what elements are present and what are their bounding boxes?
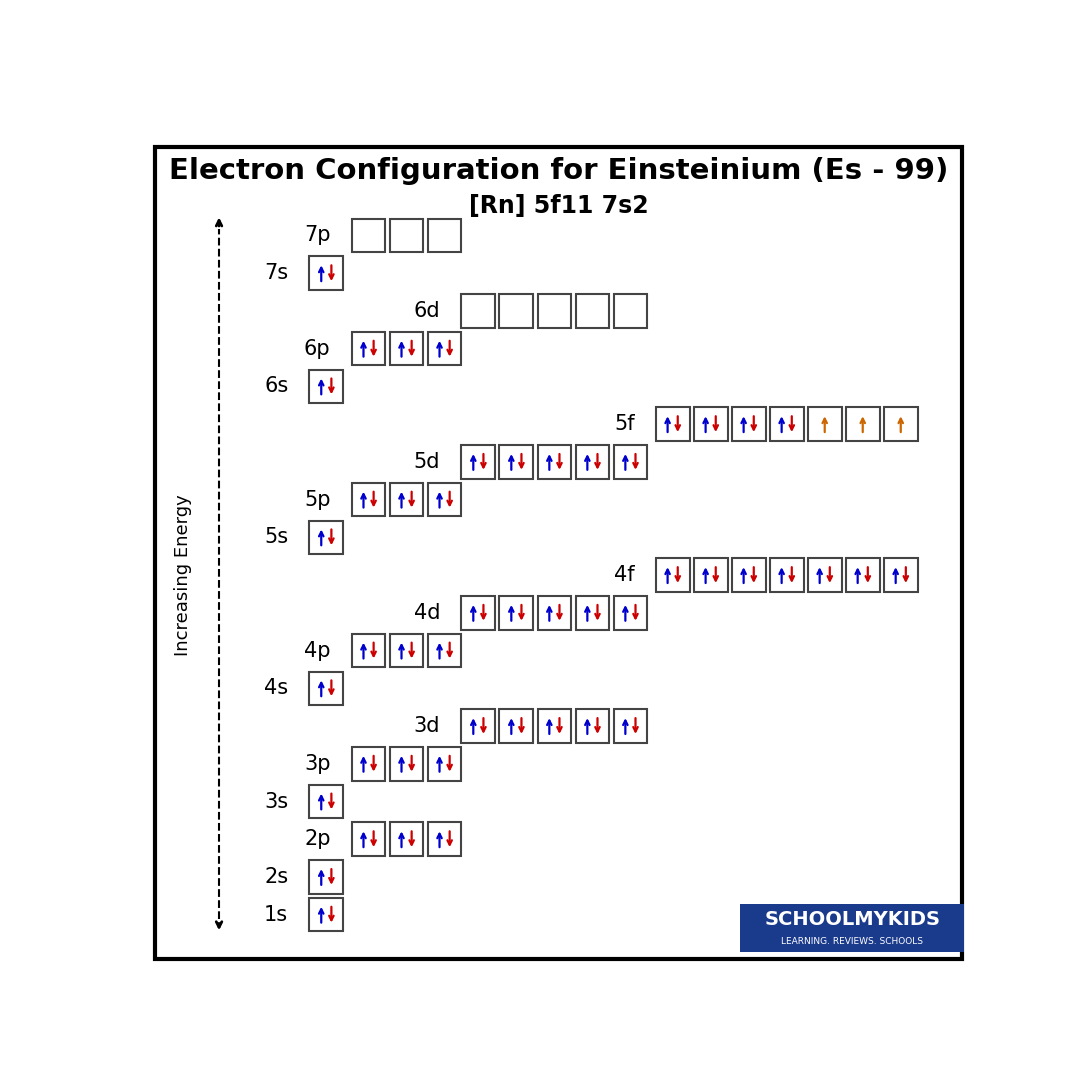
FancyBboxPatch shape (352, 822, 386, 856)
FancyBboxPatch shape (576, 294, 609, 328)
Text: 1s: 1s (264, 905, 288, 925)
FancyBboxPatch shape (731, 559, 765, 592)
FancyBboxPatch shape (427, 634, 461, 668)
FancyBboxPatch shape (731, 407, 765, 441)
FancyBboxPatch shape (537, 445, 571, 479)
FancyBboxPatch shape (310, 256, 343, 290)
FancyBboxPatch shape (884, 559, 918, 592)
Text: 4f: 4f (614, 565, 634, 585)
Text: 4p: 4p (304, 640, 330, 661)
FancyBboxPatch shape (310, 369, 343, 403)
FancyBboxPatch shape (537, 596, 571, 629)
Text: 4s: 4s (264, 678, 288, 698)
FancyBboxPatch shape (427, 822, 461, 856)
FancyBboxPatch shape (390, 332, 423, 366)
Text: Increasing Energy: Increasing Energy (173, 494, 192, 656)
FancyBboxPatch shape (310, 785, 343, 818)
FancyBboxPatch shape (694, 407, 728, 441)
FancyBboxPatch shape (390, 747, 423, 781)
Text: 6d: 6d (414, 301, 440, 321)
FancyBboxPatch shape (656, 559, 690, 592)
FancyBboxPatch shape (427, 747, 461, 781)
FancyBboxPatch shape (310, 860, 343, 894)
FancyBboxPatch shape (427, 332, 461, 366)
Text: 4d: 4d (414, 603, 440, 623)
FancyBboxPatch shape (352, 332, 386, 366)
FancyBboxPatch shape (576, 445, 609, 479)
FancyBboxPatch shape (537, 294, 571, 328)
Text: LEARNING. REVIEWS. SCHOOLS: LEARNING. REVIEWS. SCHOOLS (782, 938, 923, 946)
Text: 5p: 5p (304, 490, 330, 510)
FancyBboxPatch shape (614, 709, 647, 743)
Text: 2p: 2p (304, 829, 330, 849)
FancyBboxPatch shape (499, 709, 533, 743)
FancyBboxPatch shape (576, 709, 609, 743)
FancyBboxPatch shape (770, 407, 803, 441)
FancyBboxPatch shape (537, 709, 571, 743)
FancyBboxPatch shape (770, 559, 803, 592)
Text: 3d: 3d (414, 717, 440, 736)
Text: 7p: 7p (304, 225, 330, 245)
FancyBboxPatch shape (614, 596, 647, 629)
FancyBboxPatch shape (461, 596, 495, 629)
FancyBboxPatch shape (352, 634, 386, 668)
FancyBboxPatch shape (310, 672, 343, 705)
Text: Electron Configuration for Einsteinium (Es - 99): Electron Configuration for Einsteinium (… (169, 157, 948, 185)
Text: 7s: 7s (264, 264, 288, 283)
FancyBboxPatch shape (499, 445, 533, 479)
FancyBboxPatch shape (310, 521, 343, 554)
Text: SCHOOLMYKIDS: SCHOOLMYKIDS (764, 910, 941, 929)
FancyBboxPatch shape (846, 407, 880, 441)
FancyBboxPatch shape (390, 634, 423, 668)
FancyBboxPatch shape (614, 445, 647, 479)
FancyBboxPatch shape (390, 482, 423, 516)
Text: 5d: 5d (414, 452, 440, 472)
FancyBboxPatch shape (461, 294, 495, 328)
FancyBboxPatch shape (614, 294, 647, 328)
FancyBboxPatch shape (656, 407, 690, 441)
FancyBboxPatch shape (461, 709, 495, 743)
FancyBboxPatch shape (461, 445, 495, 479)
FancyBboxPatch shape (694, 559, 728, 592)
FancyBboxPatch shape (808, 407, 841, 441)
FancyBboxPatch shape (576, 596, 609, 629)
FancyBboxPatch shape (740, 904, 965, 953)
FancyBboxPatch shape (499, 294, 533, 328)
FancyBboxPatch shape (499, 596, 533, 629)
FancyBboxPatch shape (390, 822, 423, 856)
FancyBboxPatch shape (352, 219, 386, 253)
Text: 6p: 6p (304, 339, 330, 358)
FancyBboxPatch shape (390, 219, 423, 253)
Text: [Rn] 5f11 7s2: [Rn] 5f11 7s2 (469, 194, 649, 218)
FancyBboxPatch shape (884, 407, 918, 441)
Text: 6s: 6s (264, 377, 288, 396)
Text: 5s: 5s (264, 527, 288, 548)
FancyBboxPatch shape (808, 559, 841, 592)
Text: 5f: 5f (614, 414, 634, 435)
FancyBboxPatch shape (352, 747, 386, 781)
FancyBboxPatch shape (310, 898, 343, 931)
Text: 2s: 2s (264, 867, 288, 886)
FancyBboxPatch shape (352, 482, 386, 516)
Text: 3p: 3p (304, 754, 330, 774)
FancyBboxPatch shape (427, 482, 461, 516)
FancyBboxPatch shape (427, 219, 461, 253)
FancyBboxPatch shape (846, 559, 880, 592)
FancyBboxPatch shape (155, 147, 962, 959)
Text: 3s: 3s (264, 792, 288, 811)
